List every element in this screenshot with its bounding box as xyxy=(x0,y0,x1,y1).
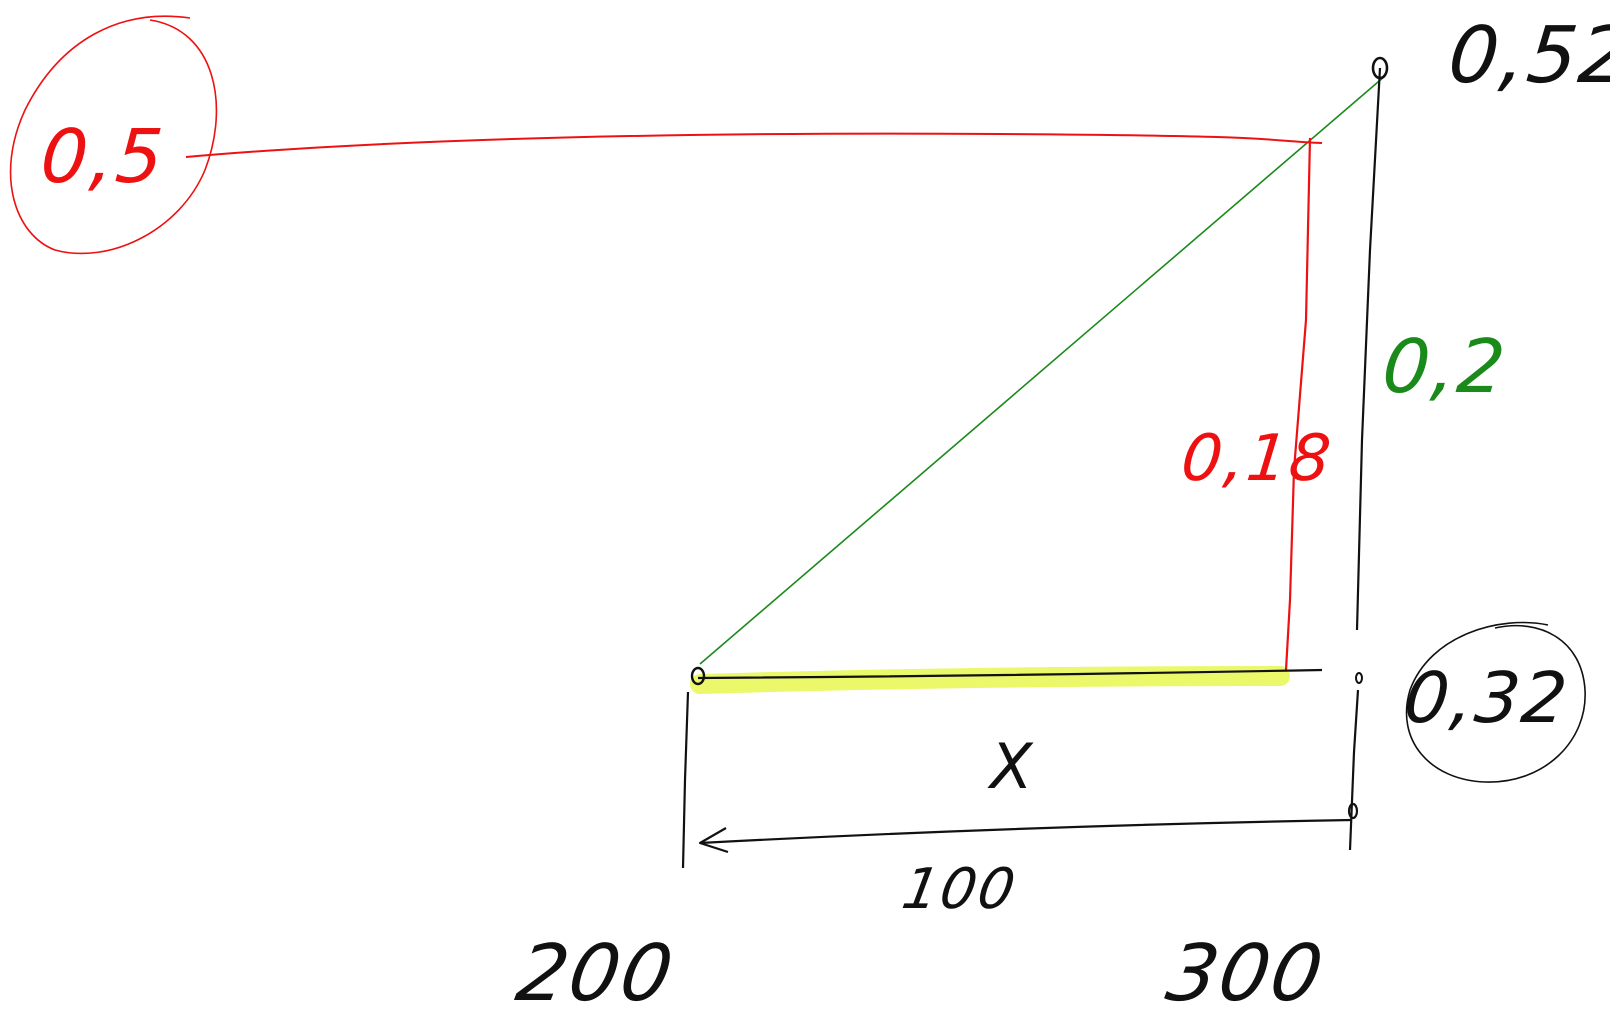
black-left-vertical xyxy=(681,691,690,869)
black-right-tick xyxy=(1348,689,1360,851)
label-circled-right-value: 0,32 xyxy=(1400,657,1572,739)
label-top-right-value: 0,52 xyxy=(1444,10,1610,101)
red-horizontal-line xyxy=(185,132,1323,158)
black-circle xyxy=(1405,621,1586,783)
green-diagonal-line xyxy=(699,75,1386,665)
point-top-right xyxy=(1371,56,1389,80)
dimension-arrow-head xyxy=(698,827,729,854)
label-x-left: 200 xyxy=(510,928,681,1011)
red-vertical-line xyxy=(1284,137,1312,671)
label-span-width: 100 xyxy=(897,857,1021,922)
point-left xyxy=(690,666,706,686)
dimension-arrow-line xyxy=(699,818,1353,845)
label-circled-left-value: 0,5 xyxy=(38,114,168,200)
point-dimension-end xyxy=(1347,802,1359,820)
label-unknown-span: X xyxy=(987,730,1034,803)
highlight-stroke xyxy=(690,666,1290,694)
black-right-vertical xyxy=(1355,67,1382,631)
black-baseline xyxy=(697,668,1323,680)
label-x-right: 300 xyxy=(1160,928,1331,1011)
label-red-difference: 0,18 xyxy=(1178,421,1336,496)
point-right-lower xyxy=(1355,672,1363,684)
red-circle xyxy=(9,15,218,255)
label-green-difference: 0,2 xyxy=(1379,324,1510,410)
